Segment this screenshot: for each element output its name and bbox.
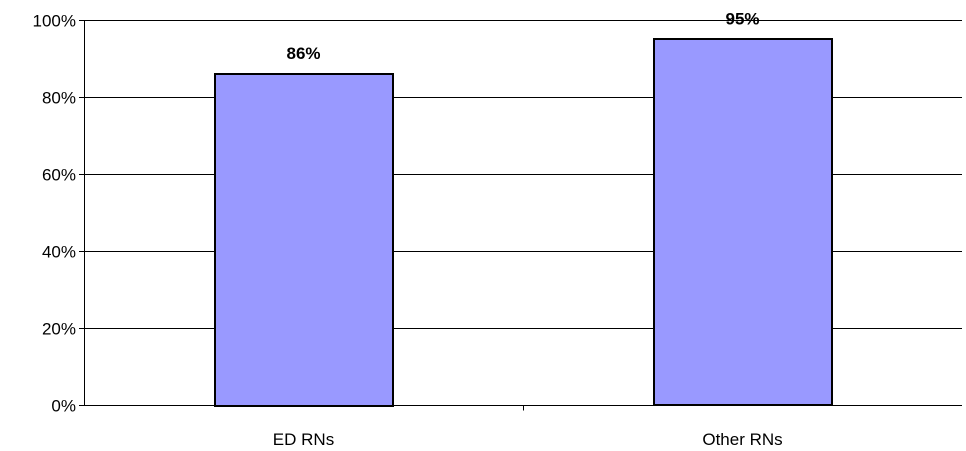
data-label: 95% bbox=[725, 9, 759, 28]
data-label: 86% bbox=[286, 44, 320, 63]
labels: 0% 20% 40% 60% 80% 100% 86% ED RNs 95% Other RNs bbox=[33, 9, 783, 449]
y-tick-label: 100% bbox=[33, 12, 76, 31]
y-tick-label: 80% bbox=[42, 89, 76, 108]
x-tick-label: ED RNs bbox=[273, 430, 334, 449]
x-tick-label: Other RNs bbox=[702, 430, 782, 449]
y-tick-label: 20% bbox=[42, 320, 76, 339]
y-tick-label: 60% bbox=[42, 166, 76, 185]
axes bbox=[79, 20, 962, 411]
y-tick-label: 40% bbox=[42, 243, 76, 262]
bar-ed-rns bbox=[214, 73, 394, 407]
bars bbox=[214, 38, 833, 407]
bar-other-rns bbox=[653, 38, 833, 406]
y-tick-label: 0% bbox=[51, 397, 76, 416]
